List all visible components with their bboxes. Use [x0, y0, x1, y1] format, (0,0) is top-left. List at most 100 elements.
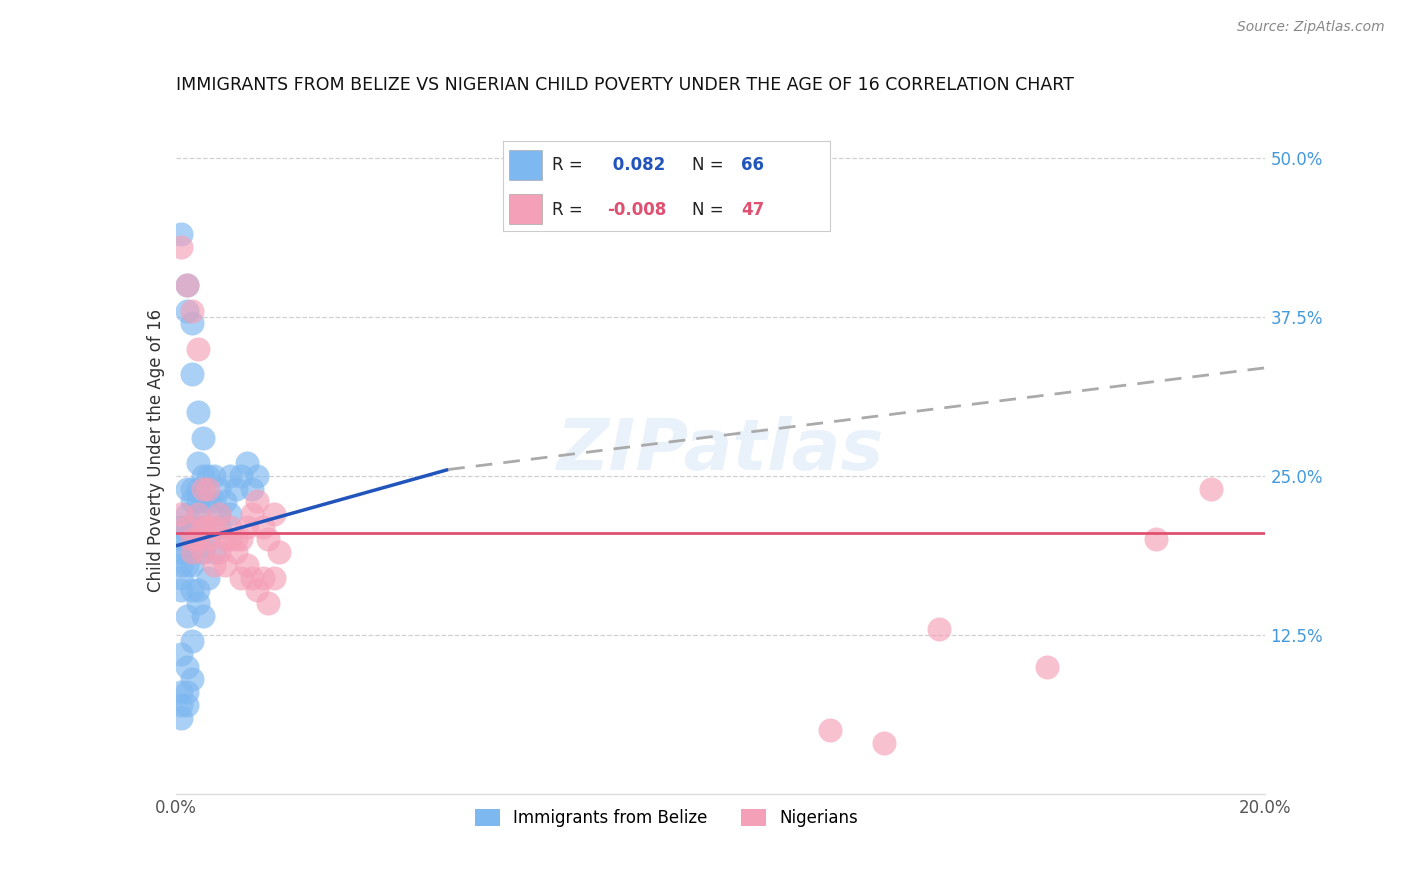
Point: [170, 698, 193, 712]
Point: [170, 227, 193, 242]
Point: [191, 431, 214, 445]
Point: [202, 545, 225, 559]
Text: IMMIGRANTS FROM BELIZE VS NIGERIAN CHILD POVERTY UNDER THE AGE OF 16 CORRELATION: IMMIGRANTS FROM BELIZE VS NIGERIAN CHILD…: [176, 77, 1074, 95]
Text: R =: R =: [551, 156, 588, 175]
Point: [1199, 482, 1222, 496]
Point: [181, 545, 204, 559]
Point: [186, 405, 209, 419]
Point: [208, 507, 231, 521]
Text: ZIPatlas: ZIPatlas: [557, 416, 884, 485]
Point: [219, 507, 242, 521]
Point: [225, 482, 247, 496]
Point: [246, 469, 269, 483]
Point: [191, 482, 214, 496]
Point: [240, 507, 263, 521]
Point: [176, 303, 198, 318]
Point: [231, 571, 253, 585]
Point: [170, 571, 193, 585]
Point: [186, 533, 209, 547]
Point: [181, 583, 204, 598]
Point: [170, 240, 193, 254]
Point: [181, 634, 204, 648]
Text: 47: 47: [741, 201, 765, 219]
Point: [263, 571, 285, 585]
Bar: [509, 194, 541, 224]
Point: [240, 482, 263, 496]
Point: [176, 533, 198, 547]
Point: [176, 520, 198, 534]
Point: [191, 608, 214, 623]
Point: [197, 494, 219, 508]
Point: [197, 469, 219, 483]
Point: [191, 520, 214, 534]
Point: [252, 571, 274, 585]
Point: [186, 596, 209, 610]
Point: [186, 583, 209, 598]
Point: [170, 558, 193, 572]
Point: [235, 558, 257, 572]
Point: [197, 482, 219, 496]
Point: [263, 507, 285, 521]
Point: [186, 456, 209, 470]
Point: [257, 596, 280, 610]
Point: [202, 494, 225, 508]
Point: [176, 659, 198, 673]
Point: [170, 507, 193, 521]
Point: [191, 545, 214, 559]
Point: [176, 520, 198, 534]
Y-axis label: Child Poverty Under the Age of 16: Child Poverty Under the Age of 16: [146, 309, 165, 592]
Point: [181, 545, 204, 559]
Point: [208, 482, 231, 496]
Point: [191, 469, 214, 483]
Point: [186, 494, 209, 508]
Point: [181, 316, 204, 330]
Bar: [509, 151, 541, 180]
Point: [873, 736, 896, 750]
Point: [214, 494, 236, 508]
Point: [170, 685, 193, 699]
Point: [219, 469, 242, 483]
Point: [219, 533, 242, 547]
Point: [176, 482, 198, 496]
Point: [235, 520, 257, 534]
Point: [1144, 533, 1167, 547]
Text: N =: N =: [692, 156, 730, 175]
Legend: Immigrants from Belize, Nigerians: Immigrants from Belize, Nigerians: [468, 802, 865, 834]
Point: [176, 608, 198, 623]
Point: [186, 507, 209, 521]
Point: [214, 533, 236, 547]
Point: [170, 583, 193, 598]
Point: [252, 520, 274, 534]
Point: [235, 456, 257, 470]
Point: [208, 507, 231, 521]
Point: [231, 469, 253, 483]
Point: [202, 469, 225, 483]
Point: [181, 494, 204, 508]
Point: [181, 367, 204, 381]
Point: [246, 494, 269, 508]
Point: [186, 507, 209, 521]
Point: [176, 685, 198, 699]
Point: [176, 558, 198, 572]
Point: [208, 520, 231, 534]
Point: [181, 533, 204, 547]
Text: N =: N =: [692, 201, 730, 219]
Point: [197, 533, 219, 547]
Text: R =: R =: [551, 201, 588, 219]
Point: [170, 545, 193, 559]
Point: [225, 533, 247, 547]
Point: [170, 520, 193, 534]
Point: [176, 545, 198, 559]
Point: [246, 583, 269, 598]
Point: [181, 482, 204, 496]
Text: 0.082: 0.082: [607, 156, 665, 175]
Point: [1036, 659, 1059, 673]
Point: [269, 545, 291, 559]
Point: [202, 520, 225, 534]
Point: [219, 520, 242, 534]
Point: [818, 723, 841, 738]
Point: [176, 278, 198, 293]
Point: [257, 533, 280, 547]
Point: [231, 533, 253, 547]
Text: -0.008: -0.008: [607, 201, 666, 219]
